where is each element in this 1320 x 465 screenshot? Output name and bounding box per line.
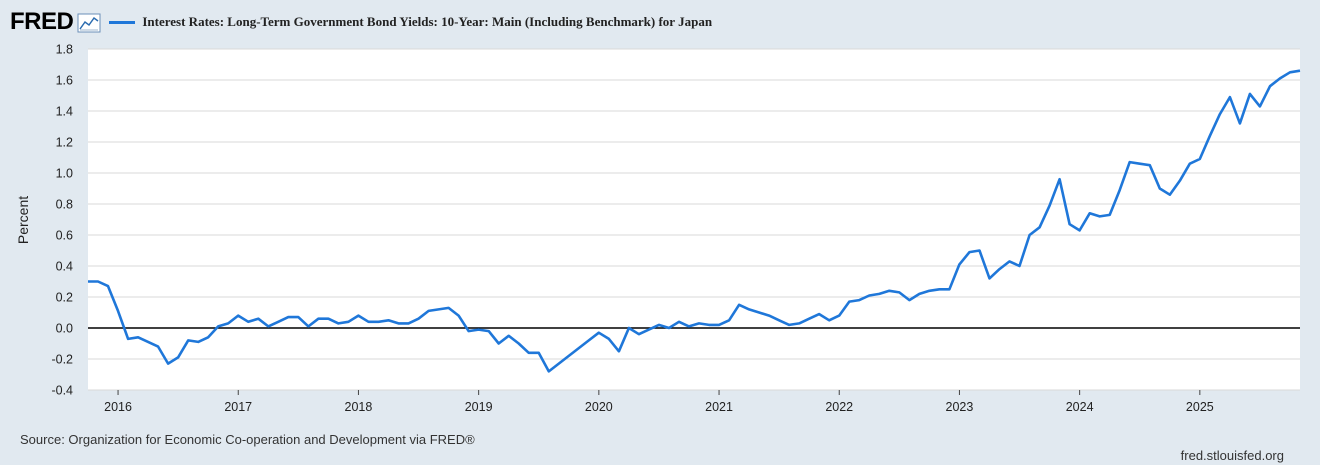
y-tick-label: 1.8 bbox=[56, 43, 73, 57]
y-tick-label: 1.4 bbox=[56, 105, 73, 119]
x-tick-label: 2023 bbox=[946, 400, 974, 414]
x-tick-label: 2020 bbox=[585, 400, 613, 414]
x-tick-label: 2022 bbox=[825, 400, 853, 414]
y-tick-label: -0.4 bbox=[51, 384, 73, 398]
y-tick-label: 0.2 bbox=[56, 291, 73, 305]
y-tick-label: 1.2 bbox=[56, 136, 73, 150]
y-tick-label: 0.4 bbox=[56, 260, 73, 274]
x-tick-label: 2016 bbox=[104, 400, 132, 414]
y-tick-label: -0.2 bbox=[51, 353, 73, 367]
gridlines bbox=[88, 48, 1300, 391]
y-axis-ticks: 1.8 1.6 1.4 1.2 1.0 0.8 0.6 0.4 0.2 0.0 -0.2 -0.4 bbox=[51, 43, 73, 398]
series-line[interactable] bbox=[88, 69, 1301, 373]
x-tick-label: 2017 bbox=[224, 400, 252, 414]
y-tick-label: 0.8 bbox=[56, 198, 73, 212]
y-axis-title: Percent bbox=[15, 196, 31, 244]
y-tick-label: 1.6 bbox=[56, 74, 73, 88]
x-axis-ticks: 2016 2017 2018 2019 2020 2021 2022 2023 2024 2025 bbox=[104, 390, 1214, 414]
y-tick-label: 0.0 bbox=[56, 322, 73, 336]
series-title: Interest Rates: Long-Term Government Bon… bbox=[142, 14, 713, 29]
x-tick-label: 2024 bbox=[1066, 400, 1094, 414]
graph-icon bbox=[77, 13, 101, 33]
legend-swatch bbox=[109, 20, 136, 24]
chart-header: FRED Interest Rates: Long-Term Governmen… bbox=[10, 8, 712, 36]
x-tick-label: 2021 bbox=[705, 400, 733, 414]
fred-logo[interactable]: FRED bbox=[10, 8, 74, 35]
x-tick-label: 2025 bbox=[1186, 400, 1214, 414]
line-chart: 1.8 1.6 1.4 1.2 1.0 0.8 0.6 0.4 0.2 0.0 -0.2 -0.4 2… bbox=[15, 43, 1301, 414]
site-url[interactable]: fred.stlouisfed.org bbox=[1180, 448, 1284, 463]
source-note: Source: Organization for Economic Co-ope… bbox=[20, 432, 475, 447]
y-tick-label: 0.6 bbox=[56, 229, 73, 243]
x-tick-label: 2019 bbox=[465, 400, 493, 414]
x-tick-label: 2018 bbox=[345, 400, 373, 414]
y-tick-label: 1.0 bbox=[56, 167, 73, 181]
plot-area bbox=[88, 49, 1300, 390]
